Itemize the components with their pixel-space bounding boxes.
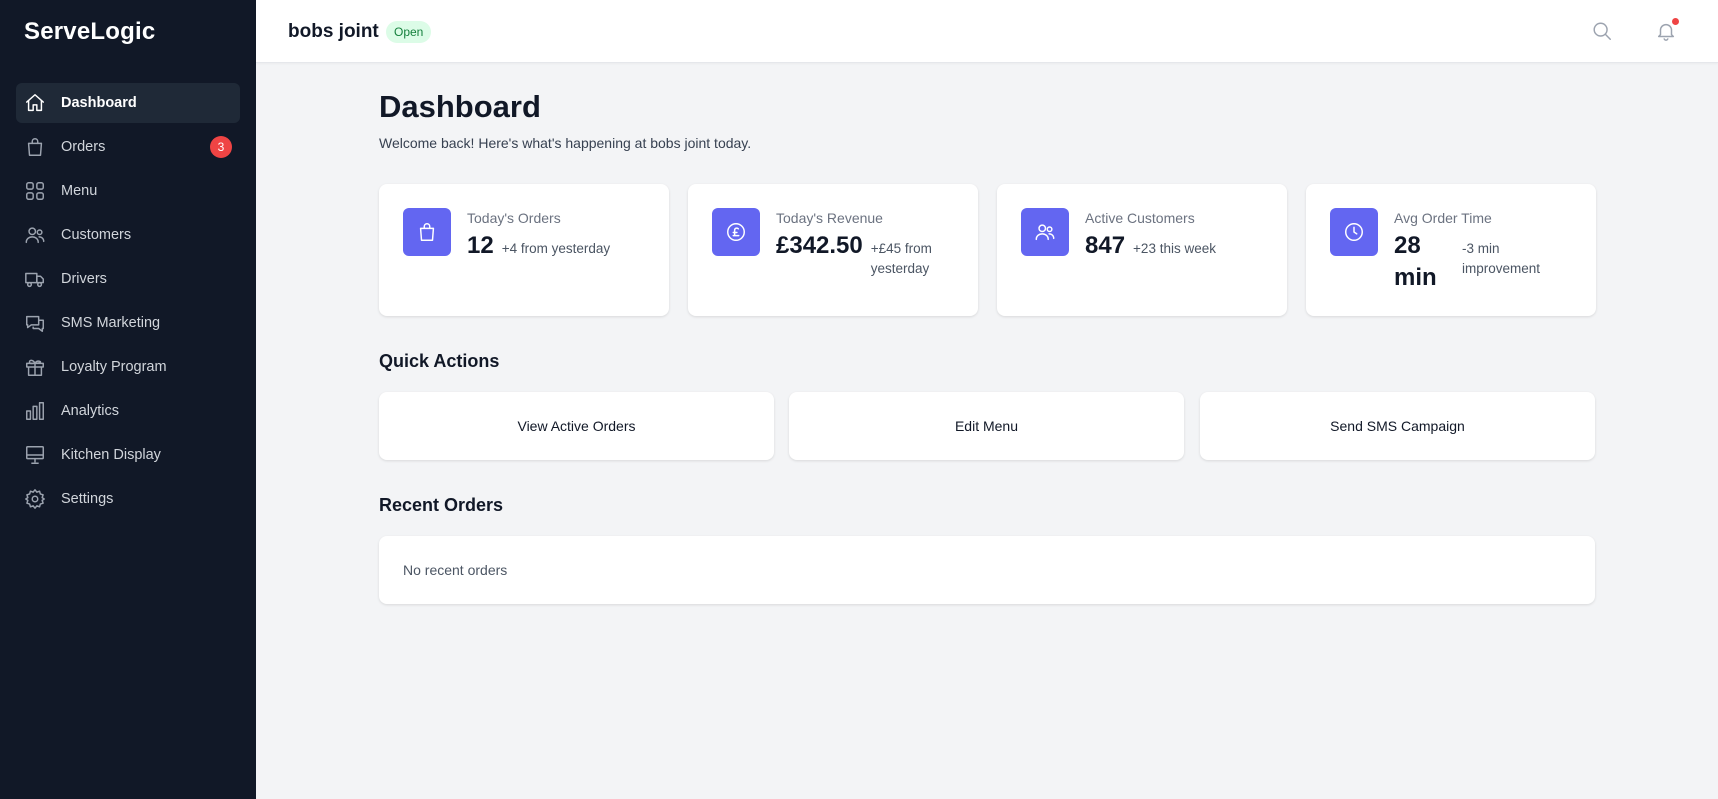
search-icon[interactable] (1589, 18, 1615, 44)
gift-icon (24, 356, 46, 378)
shopping-bag-icon (403, 208, 451, 256)
stat-change: +4 from yesterday (501, 241, 611, 256)
sidebar-item-label: Customers (61, 227, 132, 243)
sidebar: ServeLogic Dashboard Orders 3 Menu Custo (0, 0, 256, 799)
stat-value: 847 (1085, 232, 1126, 259)
stat-change: +£45 from yesterday (870, 241, 932, 276)
recent-orders-empty-text: No recent orders (403, 562, 508, 578)
stat-change: -3 min improvement (1462, 241, 1541, 276)
sidebar-item-label: SMS Marketing (61, 315, 161, 331)
page-title: Dashboard (379, 89, 541, 124)
stat-label: Avg Order Time (1394, 210, 1492, 226)
stat-card-active-customers: Active Customers 847 +23 this week (997, 184, 1287, 316)
quick-actions: View Active Orders Edit Menu Send SMS Ca… (379, 392, 1595, 460)
stat-card-todays-revenue: Today's Revenue £342.50 +£45 from yester… (688, 184, 978, 316)
sidebar-item-label: Drivers (61, 271, 107, 287)
stat-card-todays-orders: Today's Orders 12 +4 from yesterday (379, 184, 669, 316)
stat-label: Today's Orders (467, 210, 561, 226)
sidebar-item-label: Loyalty Program (61, 359, 167, 375)
quick-actions-title: Quick Actions (379, 351, 500, 371)
gear-icon (24, 488, 46, 510)
orders-count-badge: 3 (210, 136, 232, 158)
welcome-text: Welcome back! Here's what's happening at… (379, 135, 752, 151)
sidebar-item-dashboard[interactable]: Dashboard (16, 83, 240, 123)
venue-name: bobs joint (288, 21, 379, 42)
chat-icon (24, 312, 46, 334)
recent-orders-title: Recent Orders (379, 495, 504, 515)
sidebar-item-label: Orders (61, 139, 106, 155)
sidebar-item-label: Kitchen Display (61, 447, 161, 463)
recent-orders-panel: No recent orders (379, 536, 1595, 604)
grid-icon (24, 180, 46, 202)
stats-row: Today's Orders 12 +4 from yesterday Toda… (379, 184, 1596, 316)
status-badge: Open (386, 21, 432, 43)
sidebar-item-customers[interactable]: Customers (16, 215, 240, 255)
stat-value: 28 min (1394, 232, 1437, 291)
sidebar-item-sms-marketing[interactable]: SMS Marketing (16, 303, 240, 343)
clock-icon (1330, 208, 1378, 256)
sidebar-item-label: Dashboard (61, 95, 137, 111)
stat-label: Active Customers (1085, 210, 1195, 226)
sidebar-item-kitchen-display[interactable]: Kitchen Display (16, 435, 240, 475)
monitor-icon (24, 444, 46, 466)
view-active-orders-button[interactable]: View Active Orders (379, 392, 774, 460)
edit-menu-button[interactable]: Edit Menu (789, 392, 1184, 460)
send-sms-campaign-button[interactable]: Send SMS Campaign (1200, 392, 1595, 460)
users-icon (24, 224, 46, 246)
sidebar-item-settings[interactable]: Settings (16, 479, 240, 519)
sidebar-item-label: Analytics (61, 403, 120, 419)
sidebar-nav: Dashboard Orders 3 Menu Customers Driv (16, 83, 240, 523)
stat-change: +23 this week (1133, 241, 1216, 256)
sidebar-item-menu[interactable]: Menu (16, 171, 240, 211)
stat-value: £342.50 (776, 232, 863, 259)
stat-value: 12 (467, 232, 494, 259)
stat-label: Today's Revenue (776, 210, 883, 226)
sidebar-item-analytics[interactable]: Analytics (16, 391, 240, 431)
users-icon (1021, 208, 1069, 256)
sidebar-item-label: Settings (61, 491, 114, 507)
sidebar-item-loyalty-program[interactable]: Loyalty Program (16, 347, 240, 387)
top-bar: bobs joint Open (256, 0, 1718, 63)
notification-dot (1672, 18, 1679, 25)
shopping-bag-icon (24, 136, 46, 158)
bell-icon[interactable] (1653, 18, 1679, 44)
stat-card-avg-order-time: Avg Order Time 28 min -3 min improvement (1306, 184, 1596, 316)
home-icon (24, 92, 46, 114)
pound-icon (712, 208, 760, 256)
sidebar-item-drivers[interactable]: Drivers (16, 259, 240, 299)
bar-chart-icon (24, 400, 46, 422)
truck-icon (24, 268, 46, 290)
brand-logo[interactable]: ServeLogic (24, 18, 156, 45)
sidebar-item-orders[interactable]: Orders 3 (16, 127, 240, 167)
sidebar-item-label: Menu (61, 183, 98, 199)
